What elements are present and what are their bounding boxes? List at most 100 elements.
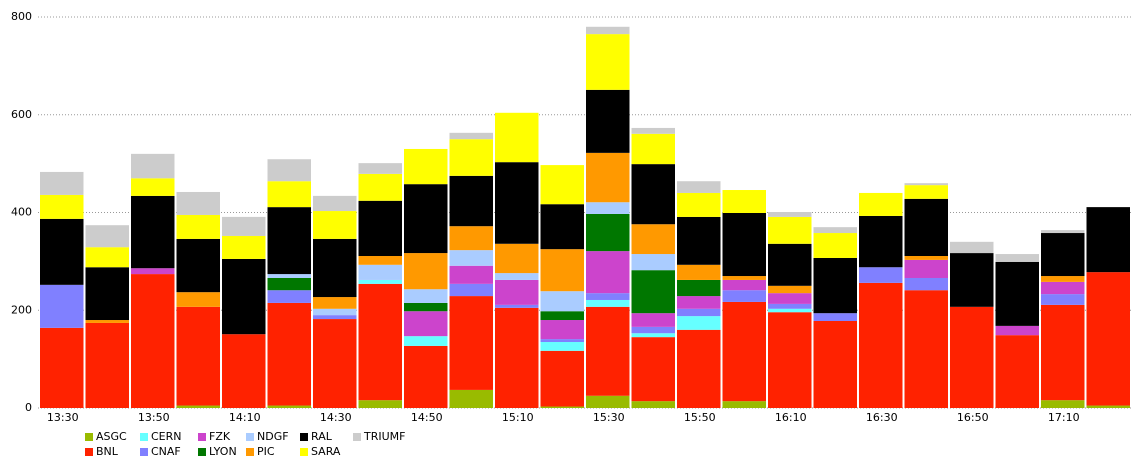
bar-segment: [904, 198, 948, 256]
x-tick-label: 15:50: [684, 411, 716, 424]
x-tick-label: 14:50: [411, 411, 443, 424]
legend-label: CERN: [151, 430, 182, 443]
bar-segment: [495, 112, 539, 163]
bar-segment: [586, 89, 630, 153]
legend-label: SARA: [311, 445, 341, 458]
bar-segment: [540, 342, 584, 351]
bar-segment: [85, 225, 129, 248]
bar-segment: [631, 313, 675, 327]
bar-segment: [1086, 207, 1130, 273]
bar-segment: [586, 293, 630, 300]
bar-segment: [358, 264, 402, 280]
bar-segment: [586, 152, 630, 203]
bar-segment: [404, 184, 448, 254]
bar-segment: [586, 26, 630, 35]
legend-label: CNAF: [151, 445, 181, 458]
bar-segment: [768, 293, 812, 304]
legend-label: BNL: [96, 445, 119, 458]
bar-segment: [131, 153, 175, 179]
bar-segment: [449, 296, 493, 390]
bar-segment: [540, 311, 584, 321]
bar-segment: [631, 401, 675, 408]
bar-segment: [449, 389, 493, 408]
bar-segment: [449, 139, 493, 176]
legend-label: ASGC: [96, 430, 127, 443]
legend-swatch: [353, 433, 361, 441]
legend-swatch: [246, 448, 254, 456]
y-tick-label: 400: [11, 206, 32, 219]
bar-segment: [313, 315, 357, 320]
bar-segment: [176, 238, 220, 293]
y-tick-label: 200: [11, 303, 32, 316]
bar-segment: [995, 254, 1039, 262]
bar-segment: [904, 255, 948, 260]
bar-segment: [768, 243, 812, 286]
bar-segment: [904, 290, 948, 408]
bar-segment: [267, 277, 311, 291]
bar-segment: [677, 316, 721, 330]
legend-swatch: [140, 448, 148, 456]
bar-segment: [495, 162, 539, 244]
legend-swatch: [300, 448, 308, 456]
x-tick-label: 17:10: [1048, 411, 1080, 424]
bar-segment: [404, 302, 448, 312]
bar-segment: [540, 350, 584, 407]
bar-segment: [768, 308, 812, 313]
bar-segment: [859, 282, 903, 408]
bar-segment: [859, 192, 903, 216]
bar-segment: [768, 216, 812, 244]
bar-segment: [176, 292, 220, 307]
bar-segment: [176, 405, 220, 408]
x-tick-label: 16:50: [957, 411, 989, 424]
x-tick-label: 15:10: [502, 411, 534, 424]
legend-swatch: [198, 448, 206, 456]
bar-segment: [131, 195, 175, 269]
bar-segment: [449, 175, 493, 227]
bar-segment: [586, 299, 630, 307]
bar-segment: [950, 253, 994, 307]
bar-segment: [722, 212, 766, 277]
bar-segment: [677, 181, 721, 193]
bar-segment: [176, 306, 220, 406]
bar-segment: [495, 279, 539, 305]
bar-segment: [540, 249, 584, 292]
bar-segment: [495, 307, 539, 408]
bar-segment: [358, 283, 402, 401]
bar-segment: [495, 243, 539, 274]
bar-segment: [586, 251, 630, 294]
bar-segment: [768, 212, 812, 217]
bar-segment: [40, 171, 84, 195]
bar-segment: [768, 303, 812, 309]
bar-segment: [995, 325, 1039, 336]
bar-segment: [131, 268, 175, 275]
bar-segment: [1041, 230, 1085, 234]
bar-segment: [768, 312, 812, 408]
bar-segment: [495, 304, 539, 308]
bar-segment: [313, 297, 357, 309]
bar-segment: [313, 211, 357, 239]
bar-segment: [313, 308, 357, 316]
bar-segment: [1041, 400, 1085, 408]
bar-segment: [404, 253, 448, 290]
bar-segment: [904, 259, 948, 278]
bar-segment: [813, 227, 857, 234]
legend-swatch: [300, 433, 308, 441]
bar-segment: [358, 173, 402, 201]
bar-segment: [904, 183, 948, 186]
bar-segment: [586, 306, 630, 396]
bar-segment: [40, 327, 84, 408]
bar-segment: [40, 284, 84, 328]
bar-segment: [449, 265, 493, 284]
bar-segment: [586, 395, 630, 408]
bar-segment: [722, 301, 766, 402]
bar-segment: [586, 213, 630, 252]
bar-segment: [404, 148, 448, 185]
bar-segment: [495, 273, 539, 280]
bar-segment: [950, 306, 994, 408]
bar-segment: [1041, 233, 1085, 277]
bar-segment: [404, 345, 448, 408]
bar-segment: [85, 322, 129, 408]
bar-segment: [85, 247, 129, 268]
x-tick-label: 14:30: [320, 411, 352, 424]
